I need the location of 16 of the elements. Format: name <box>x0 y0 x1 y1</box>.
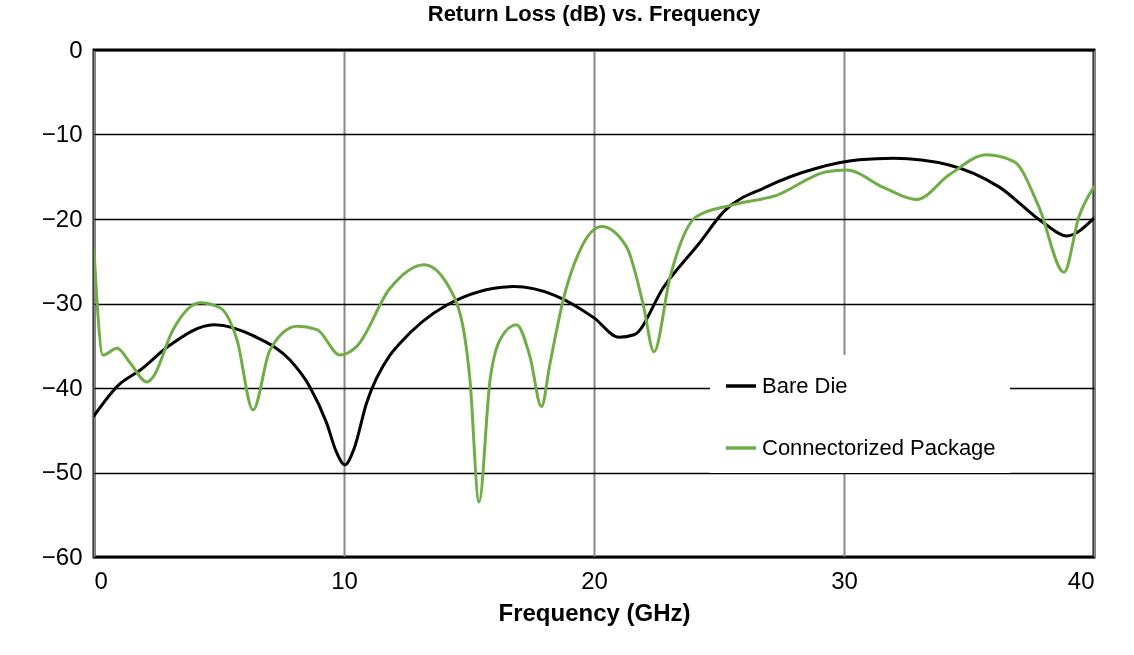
y-tick-label: −10 <box>41 120 83 147</box>
x-tick-label: 20 <box>581 566 608 594</box>
x-tick-label: 30 <box>831 566 858 594</box>
chart-title: Return Loss (dB) vs. Frequency <box>427 1 762 26</box>
x-tick-label: 10 <box>331 566 358 594</box>
y-tick-label: −40 <box>41 373 83 401</box>
y-tick-label: −60 <box>41 542 83 570</box>
y-tick-label: 0 <box>69 35 83 63</box>
x-tick-label: 40 <box>1067 566 1095 594</box>
legend-label: Connectorized Package <box>762 435 996 460</box>
y-tick-label: −30 <box>41 289 83 316</box>
x-tick-label: 0 <box>94 566 108 594</box>
x-axis-title: Frequency (GHz) <box>498 598 691 626</box>
legend-label: Bare Die <box>762 373 848 398</box>
y-tick-label: −20 <box>41 204 83 232</box>
y-tick-label: −50 <box>41 458 83 485</box>
